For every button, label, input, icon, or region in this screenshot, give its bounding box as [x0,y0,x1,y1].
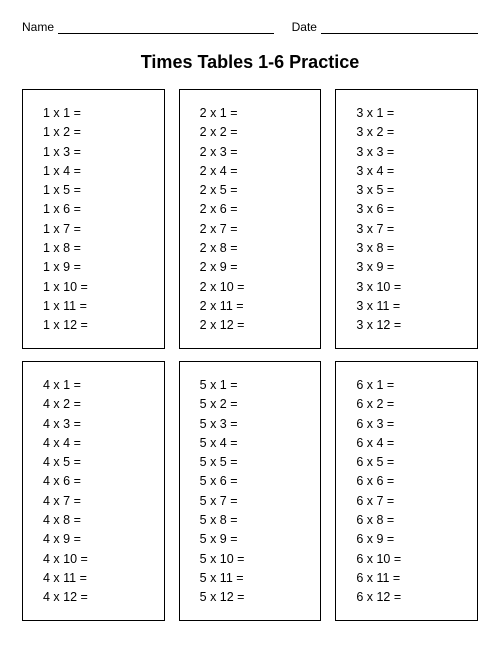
problem-row: 4 x 12 = [43,588,156,607]
problem-row: 4 x 8 = [43,511,156,530]
problem-row: 5 x 1 = [200,376,313,395]
problem-row: 5 x 6 = [200,472,313,491]
problem-row: 3 x 7 = [356,220,469,239]
problem-row: 2 x 3 = [200,143,313,162]
problem-row: 6 x 2 = [356,395,469,414]
problem-row: 1 x 12 = [43,316,156,335]
problem-row: 3 x 12 = [356,316,469,335]
name-field-group: Name [22,20,274,34]
problem-row: 1 x 1 = [43,104,156,123]
problem-row: 5 x 12 = [200,588,313,607]
problem-row: 1 x 4 = [43,162,156,181]
problem-row: 3 x 4 = [356,162,469,181]
date-label: Date [292,20,317,34]
page-title: Times Tables 1-6 Practice [22,52,478,73]
problem-row: 4 x 11 = [43,569,156,588]
problem-row: 1 x 10 = [43,278,156,297]
date-field-group: Date [292,20,478,34]
problem-row: 1 x 7 = [43,220,156,239]
problem-row: 5 x 10 = [200,550,313,569]
problem-row: 1 x 5 = [43,181,156,200]
problem-row: 3 x 10 = [356,278,469,297]
problem-row: 1 x 8 = [43,239,156,258]
problem-row: 4 x 6 = [43,472,156,491]
problem-row: 1 x 6 = [43,200,156,219]
tables-grid: 1 x 1 =1 x 2 =1 x 3 =1 x 4 =1 x 5 =1 x 6… [22,89,478,621]
date-input-line[interactable] [321,21,478,34]
problem-row: 2 x 5 = [200,181,313,200]
problem-row: 3 x 3 = [356,143,469,162]
problem-row: 2 x 6 = [200,200,313,219]
problem-row: 3 x 1 = [356,104,469,123]
problem-row: 4 x 10 = [43,550,156,569]
problem-row: 5 x 9 = [200,530,313,549]
problem-row: 2 x 4 = [200,162,313,181]
problem-row: 6 x 5 = [356,453,469,472]
table-box-5: 5 x 1 =5 x 2 =5 x 3 =5 x 4 =5 x 5 =5 x 6… [179,361,322,621]
problem-row: 6 x 9 = [356,530,469,549]
table-box-6: 6 x 1 =6 x 2 =6 x 3 =6 x 4 =6 x 5 =6 x 6… [335,361,478,621]
problem-row: 4 x 7 = [43,492,156,511]
problem-row: 1 x 11 = [43,297,156,316]
table-box-1: 1 x 1 =1 x 2 =1 x 3 =1 x 4 =1 x 5 =1 x 6… [22,89,165,349]
name-input-line[interactable] [58,21,274,34]
problem-row: 3 x 9 = [356,258,469,277]
problem-row: 6 x 12 = [356,588,469,607]
problem-row: 2 x 8 = [200,239,313,258]
problem-row: 6 x 10 = [356,550,469,569]
problem-row: 2 x 2 = [200,123,313,142]
problem-row: 4 x 9 = [43,530,156,549]
problem-row: 6 x 1 = [356,376,469,395]
problem-row: 2 x 1 = [200,104,313,123]
problem-row: 2 x 12 = [200,316,313,335]
problem-row: 3 x 6 = [356,200,469,219]
problem-row: 6 x 3 = [356,415,469,434]
problem-row: 1 x 2 = [43,123,156,142]
table-box-4: 4 x 1 =4 x 2 =4 x 3 =4 x 4 =4 x 5 =4 x 6… [22,361,165,621]
problem-row: 5 x 2 = [200,395,313,414]
problem-row: 5 x 8 = [200,511,313,530]
problem-row: 1 x 9 = [43,258,156,277]
problem-row: 4 x 5 = [43,453,156,472]
table-box-2: 2 x 1 =2 x 2 =2 x 3 =2 x 4 =2 x 5 =2 x 6… [179,89,322,349]
problem-row: 5 x 7 = [200,492,313,511]
problem-row: 4 x 3 = [43,415,156,434]
problem-row: 3 x 8 = [356,239,469,258]
problem-row: 6 x 11 = [356,569,469,588]
problem-row: 5 x 5 = [200,453,313,472]
problem-row: 1 x 3 = [43,143,156,162]
problem-row: 4 x 4 = [43,434,156,453]
problem-row: 2 x 9 = [200,258,313,277]
problem-row: 2 x 10 = [200,278,313,297]
problem-row: 3 x 2 = [356,123,469,142]
problem-row: 6 x 8 = [356,511,469,530]
problem-row: 2 x 7 = [200,220,313,239]
header-row: Name Date [22,20,478,34]
problem-row: 6 x 6 = [356,472,469,491]
problem-row: 5 x 4 = [200,434,313,453]
name-label: Name [22,20,54,34]
problem-row: 6 x 4 = [356,434,469,453]
problem-row: 5 x 11 = [200,569,313,588]
problem-row: 4 x 1 = [43,376,156,395]
problem-row: 5 x 3 = [200,415,313,434]
problem-row: 6 x 7 = [356,492,469,511]
table-box-3: 3 x 1 =3 x 2 =3 x 3 =3 x 4 =3 x 5 =3 x 6… [335,89,478,349]
problem-row: 4 x 2 = [43,395,156,414]
problem-row: 3 x 5 = [356,181,469,200]
problem-row: 2 x 11 = [200,297,313,316]
problem-row: 3 x 11 = [356,297,469,316]
